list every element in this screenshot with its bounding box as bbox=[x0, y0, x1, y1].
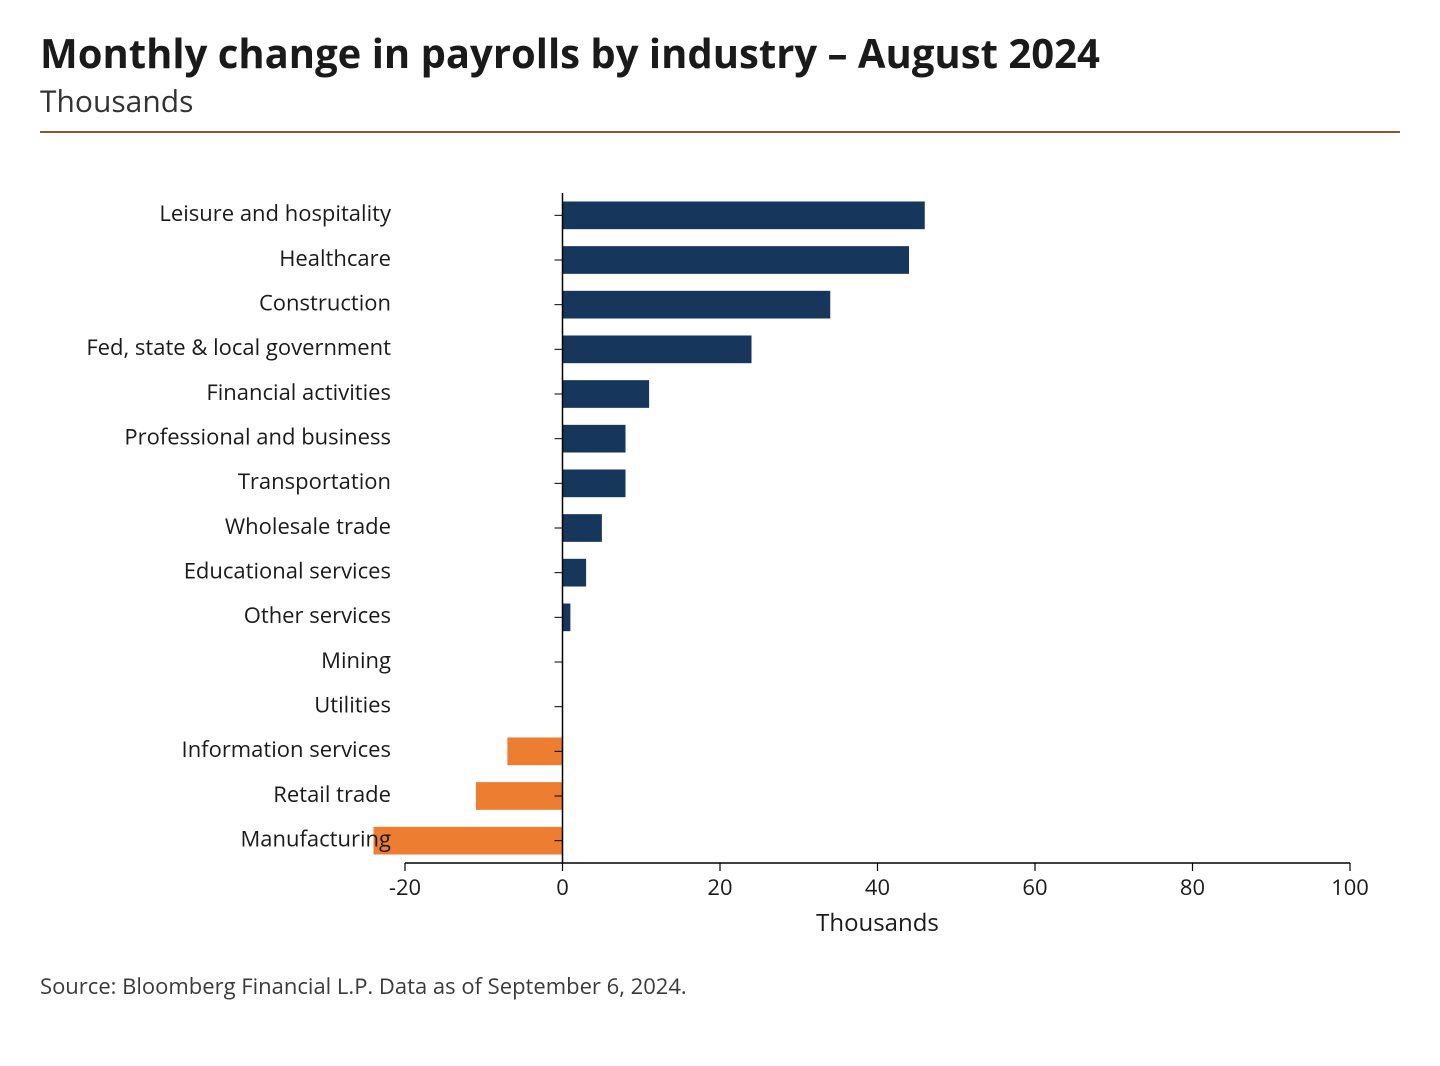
bar bbox=[563, 291, 831, 319]
source-note: Source: Bloomberg Financial L.P. Data as… bbox=[40, 971, 1400, 1001]
category-label: Construction bbox=[259, 288, 391, 318]
x-tick-label: 40 bbox=[865, 872, 890, 902]
category-label: Educational services bbox=[184, 556, 391, 586]
bar bbox=[374, 827, 563, 855]
x-tick-label: 20 bbox=[707, 872, 732, 902]
page-root: Monthly change in payrolls by industry –… bbox=[0, 0, 1440, 1066]
category-label: Transportation bbox=[238, 466, 391, 496]
payrolls-bar-chart: Leisure and hospitality Healthcare Constru… bbox=[40, 183, 1400, 943]
category-label: Financial activities bbox=[206, 377, 391, 407]
category-label: Fed, state & local government bbox=[86, 332, 391, 362]
category-label: Wholesale trade bbox=[225, 511, 391, 541]
chart-container: Leisure and hospitality Healthcare Constru… bbox=[40, 183, 1400, 943]
bar bbox=[563, 603, 571, 631]
bar bbox=[563, 425, 626, 453]
bar bbox=[563, 514, 602, 542]
bar bbox=[563, 380, 650, 408]
x-tick-label: 100 bbox=[1331, 872, 1369, 902]
bar bbox=[563, 335, 752, 363]
category-label: Leisure and hospitality bbox=[159, 198, 392, 228]
category-label: Mining bbox=[321, 645, 391, 675]
x-tick-label: -20 bbox=[389, 872, 421, 902]
header-rule bbox=[40, 131, 1400, 133]
category-label: Other services bbox=[244, 600, 391, 630]
bar bbox=[563, 469, 626, 497]
chart-subtitle: Thousands bbox=[40, 80, 1400, 121]
category-label: Manufacturing bbox=[241, 824, 392, 854]
bar bbox=[507, 737, 562, 765]
category-label: Information services bbox=[182, 734, 391, 764]
category-label: Utilities bbox=[314, 690, 391, 720]
category-label: Healthcare bbox=[279, 243, 391, 273]
bar bbox=[563, 246, 910, 274]
category-label: Retail trade bbox=[273, 779, 391, 809]
x-axis-label: Thousands bbox=[816, 906, 939, 939]
bar bbox=[563, 559, 587, 587]
x-tick-label: 0 bbox=[556, 872, 569, 902]
x-tick-label: 80 bbox=[1180, 872, 1205, 902]
x-tick-label: 60 bbox=[1022, 872, 1047, 902]
chart-title: Monthly change in payrolls by industry –… bbox=[40, 30, 1400, 76]
bar bbox=[563, 201, 925, 229]
category-label: Professional and business bbox=[124, 422, 391, 452]
bar bbox=[476, 782, 563, 810]
